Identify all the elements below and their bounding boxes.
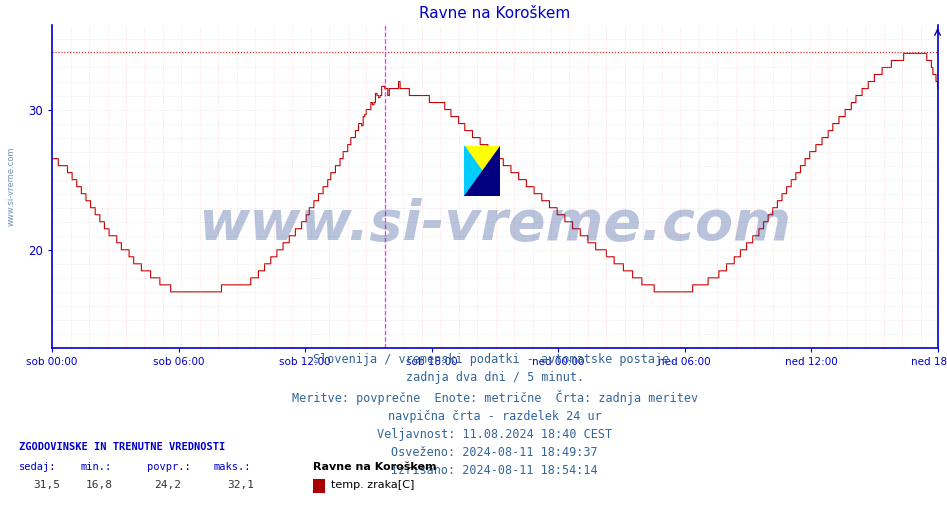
Text: 16,8: 16,8 <box>85 480 113 490</box>
Text: temp. zraka[C]: temp. zraka[C] <box>331 480 415 490</box>
Text: www.si-vreme.com: www.si-vreme.com <box>198 199 792 252</box>
Text: ZGODOVINSKE IN TRENUTNE VREDNOSTI: ZGODOVINSKE IN TRENUTNE VREDNOSTI <box>19 441 225 452</box>
Title: Ravne na Koroškem: Ravne na Koroškem <box>420 7 570 21</box>
Text: min.:: min.: <box>80 462 112 472</box>
Text: povpr.:: povpr.: <box>147 462 190 472</box>
Text: 24,2: 24,2 <box>154 480 182 490</box>
Polygon shape <box>464 146 500 197</box>
Text: 32,1: 32,1 <box>227 480 255 490</box>
Text: 31,5: 31,5 <box>33 480 61 490</box>
Text: Slovenija / vremenski podatki - avtomatske postaje.
zadnja dva dni / 5 minut.
Me: Slovenija / vremenski podatki - avtomats… <box>292 353 698 477</box>
Text: Ravne na Koroškem: Ravne na Koroškem <box>313 462 436 472</box>
Text: www.si-vreme.com: www.si-vreme.com <box>7 147 16 227</box>
Polygon shape <box>464 146 500 197</box>
Text: sedaj:: sedaj: <box>19 462 57 472</box>
Polygon shape <box>464 146 500 197</box>
Text: maks.:: maks.: <box>213 462 251 472</box>
